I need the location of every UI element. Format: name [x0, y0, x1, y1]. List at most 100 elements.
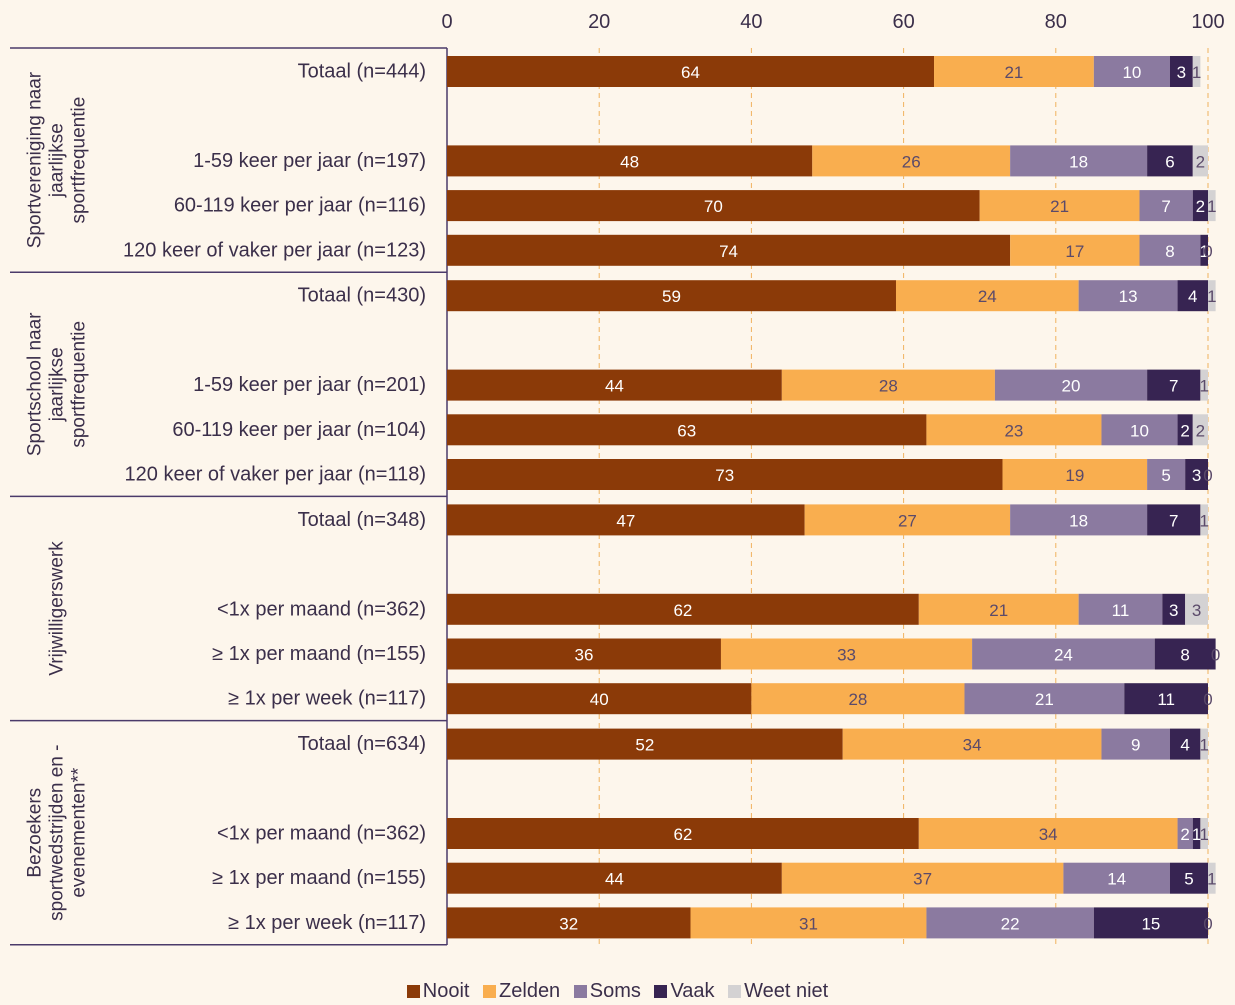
- data-label-soms: 20: [1062, 377, 1081, 396]
- data-label-soms: 8: [1165, 242, 1174, 261]
- data-label-weet-niet: 3: [1192, 601, 1201, 620]
- data-label-soms: 7: [1161, 197, 1170, 216]
- data-label-weet-niet: 2: [1196, 421, 1205, 440]
- data-label-weet-niet: 0: [1203, 466, 1212, 485]
- data-label-vaak: 3: [1169, 601, 1178, 620]
- legend-label-vaak: Vaak: [670, 980, 714, 1002]
- row-label-1-59-keer-per-jaar-n-197: 1-59 keer per jaar (n=197): [193, 150, 426, 172]
- data-label-nooit: 52: [635, 736, 654, 755]
- data-label-zelden: 26: [902, 152, 921, 171]
- data-label-nooit: 40: [590, 690, 609, 709]
- row-label-totaal-n-444: Totaal (n=444): [298, 61, 426, 83]
- row-label-120-keer-of-vaker-per-jaar-n-118: 120 keer of vaker per jaar (n=118): [125, 464, 426, 486]
- data-label-soms: 5: [1161, 466, 1170, 485]
- legend-swatch-soms: [574, 985, 587, 998]
- x-tick-label-60: 60: [892, 11, 914, 33]
- data-label-vaak: 6: [1165, 152, 1174, 171]
- data-label-vaak: 3: [1192, 466, 1201, 485]
- data-label-zelden: 34: [963, 736, 982, 755]
- data-label-nooit: 44: [605, 377, 624, 396]
- legend-item-zelden: Zelden: [483, 980, 560, 1003]
- data-label-soms: 9: [1131, 736, 1140, 755]
- data-label-zelden: 23: [1004, 421, 1023, 440]
- row-label-totaal-n-348: Totaal (n=348): [298, 509, 426, 531]
- data-label-weet-niet: 1: [1199, 511, 1208, 530]
- data-label-weet-niet: 1: [1207, 197, 1216, 216]
- data-label-nooit: 70: [704, 197, 723, 216]
- data-label-soms: 14: [1107, 870, 1126, 889]
- legend: Nooit Zelden Soms Vaak Weet niet: [0, 980, 1235, 1003]
- data-label-weet-niet: 2: [1196, 152, 1205, 171]
- legend-label-weet-niet: Weet niet: [744, 980, 828, 1002]
- x-tick-label-80: 80: [1045, 11, 1067, 33]
- data-label-weet-niet: 0: [1211, 646, 1220, 665]
- group-label-sportschool-naar-jaarlijkse-sportfrequentie: Sportschool naar: [25, 312, 46, 456]
- data-label-soms: 2: [1180, 825, 1189, 844]
- data-label-nooit: 64: [681, 63, 700, 82]
- legend-item-soms: Soms: [574, 980, 641, 1003]
- data-label-vaak: 8: [1180, 646, 1189, 665]
- row-label-1-59-keer-per-jaar-n-201: 1-59 keer per jaar (n=201): [193, 374, 426, 396]
- row-label-60-119-keer-per-jaar-n-104: 60-119 keer per jaar (n=104): [172, 419, 426, 441]
- data-label-weet-niet: 0: [1203, 914, 1212, 933]
- data-label-zelden: 19: [1065, 466, 1084, 485]
- data-label-soms: 21: [1035, 690, 1054, 709]
- row-label-1x-per-maand-n-362: <1x per maand (n=362): [217, 598, 426, 620]
- data-label-soms: 10: [1130, 421, 1149, 440]
- group-label-sportvereniging-naar-jaarlijkse-sportfrequentie: sportfrequentie: [69, 97, 90, 224]
- row-label-totaal-n-634: Totaal (n=634): [298, 733, 426, 755]
- legend-swatch-nooit: [407, 985, 420, 998]
- data-label-vaak: 7: [1169, 377, 1178, 396]
- row-label-1x-per-maand-n-362: <1x per maand (n=362): [217, 823, 426, 845]
- data-label-weet-niet: 0: [1203, 690, 1212, 709]
- data-label-vaak: 4: [1188, 287, 1197, 306]
- data-label-zelden: 33: [837, 646, 856, 665]
- data-label-soms: 18: [1069, 511, 1088, 530]
- x-tick-label-20: 20: [588, 11, 610, 33]
- legend-label-nooit: Nooit: [423, 980, 470, 1002]
- legend-swatch-vaak: [654, 985, 667, 998]
- data-label-zelden: 37: [913, 870, 932, 889]
- data-label-weet-niet: 1: [1199, 825, 1208, 844]
- data-label-weet-niet: 1: [1207, 870, 1216, 889]
- data-label-soms: 11: [1112, 601, 1130, 620]
- x-tick-label-100: 100: [1191, 11, 1224, 33]
- legend-label-soms: Soms: [590, 980, 641, 1002]
- data-label-nooit: 48: [620, 152, 639, 171]
- data-label-zelden: 31: [799, 914, 818, 933]
- data-label-weet-niet: 1: [1192, 63, 1201, 82]
- data-label-zelden: 34: [1039, 825, 1058, 844]
- group-label-sportvereniging-naar-jaarlijkse-sportfrequentie: jaarlijkse: [47, 123, 68, 198]
- x-tick-label-40: 40: [740, 11, 762, 33]
- x-tick-label-0: 0: [441, 11, 452, 33]
- group-label-sportschool-naar-jaarlijkse-sportfrequentie: jaarlijkse: [47, 347, 68, 422]
- legend-item-vaak: Vaak: [654, 980, 714, 1003]
- data-label-soms: 13: [1119, 287, 1138, 306]
- data-label-vaak: 4: [1180, 736, 1189, 755]
- data-label-soms: 24: [1054, 646, 1073, 665]
- data-label-zelden: 21: [1004, 63, 1023, 82]
- legend-label-zelden: Zelden: [499, 980, 560, 1002]
- data-label-weet-niet: 1: [1199, 736, 1208, 755]
- row-label-totaal-n-430: Totaal (n=430): [298, 285, 426, 307]
- data-label-weet-niet: 1: [1199, 377, 1208, 396]
- data-label-nooit: 62: [673, 601, 692, 620]
- data-label-soms: 22: [1001, 914, 1020, 933]
- data-label-nooit: 32: [559, 914, 578, 933]
- data-label-weet-niet: 0: [1203, 242, 1212, 261]
- data-label-zelden: 24: [978, 287, 997, 306]
- data-label-zelden: 28: [848, 690, 867, 709]
- data-label-soms: 18: [1069, 152, 1088, 171]
- row-label-60-119-keer-per-jaar-n-116: 60-119 keer per jaar (n=116): [174, 195, 426, 217]
- data-label-soms: 10: [1122, 63, 1141, 82]
- data-label-nooit: 63: [677, 421, 696, 440]
- data-label-vaak: 5: [1184, 870, 1193, 889]
- legend-item-nooit: Nooit: [407, 980, 470, 1003]
- data-label-zelden: 28: [879, 377, 898, 396]
- row-label-1x-per-maand-n-155: ≥ 1x per maand (n=155): [212, 867, 426, 889]
- data-label-zelden: 27: [898, 511, 917, 530]
- data-label-weet-niet: 1: [1207, 287, 1216, 306]
- group-label-bezoekers-sportwedstrijden-en-evenementen: evenementen**: [69, 767, 90, 898]
- data-label-zelden: 17: [1065, 242, 1084, 261]
